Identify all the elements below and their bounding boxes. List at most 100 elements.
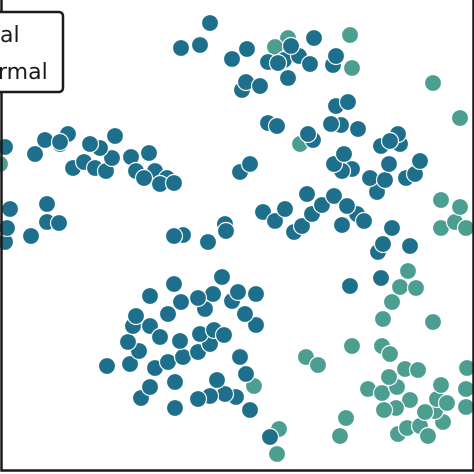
point-al [324, 186, 344, 206]
point-al [228, 282, 248, 302]
point-rmal [373, 309, 393, 329]
point-al [0, 218, 17, 238]
point-al [165, 398, 185, 418]
point-al [268, 53, 288, 73]
point-al [80, 134, 100, 154]
point-al [164, 274, 184, 294]
point-al [321, 114, 341, 134]
point-al [246, 315, 266, 335]
point-rmal [398, 261, 418, 281]
point-al [337, 196, 357, 216]
point-al [105, 126, 125, 146]
point-al [246, 284, 266, 304]
point-al [21, 226, 41, 246]
point-al [260, 427, 280, 447]
point-al [360, 168, 380, 188]
point-al [200, 13, 220, 33]
point-al [170, 331, 190, 351]
point-rmal [456, 379, 474, 399]
point-al [171, 38, 191, 58]
point-al [188, 288, 208, 308]
point-al [375, 170, 395, 190]
point-al [334, 144, 354, 164]
point-rmal [379, 367, 399, 387]
point-al [126, 306, 146, 326]
point-al [164, 173, 184, 193]
point-al [410, 151, 430, 171]
point-al [97, 356, 117, 376]
point-rmal [423, 312, 443, 332]
point-al [158, 304, 178, 324]
point-al [240, 400, 260, 420]
legend-box [0, 10, 65, 94]
point-rmal [456, 397, 474, 417]
point-al [188, 389, 208, 409]
point-al [203, 284, 223, 304]
point-al [373, 234, 393, 254]
point-rmal [380, 344, 400, 364]
point-al [49, 213, 69, 233]
point-al [298, 124, 318, 144]
point-rmal [408, 360, 428, 380]
point-rmal [415, 402, 435, 422]
legend-label-2: rmal [0, 60, 48, 85]
point-rmal [382, 292, 402, 312]
point-al [139, 143, 159, 163]
point-al [207, 370, 227, 390]
point-al [140, 286, 160, 306]
point-al [326, 46, 346, 66]
point-al [214, 325, 234, 345]
point-al [250, 76, 270, 96]
point-al [0, 199, 20, 219]
point-al [25, 144, 45, 164]
point-al [348, 119, 368, 139]
point-rmal [390, 277, 410, 297]
point-rmal [330, 426, 350, 446]
point-al [0, 137, 15, 157]
point-al [338, 92, 358, 112]
point-rmal [450, 108, 470, 128]
point-al [267, 116, 287, 136]
point-al [212, 267, 232, 287]
point-rmal [423, 73, 443, 93]
point-rmal [342, 336, 362, 356]
point-al [222, 49, 242, 69]
point-al [150, 327, 170, 347]
point-al [50, 132, 70, 152]
point-al [120, 354, 140, 374]
point-al [281, 36, 301, 56]
point-rmal [418, 426, 438, 446]
point-rmal [437, 393, 457, 413]
point-rmal [374, 400, 394, 420]
point-rmal [431, 375, 451, 395]
legend-label-1: al [0, 23, 20, 48]
point-al [37, 194, 57, 214]
point-rmal [340, 25, 360, 45]
legend: al rmal [0, 10, 65, 94]
point-al [340, 276, 360, 296]
point-al [118, 332, 138, 352]
point-rmal [400, 390, 420, 410]
point-al [278, 68, 298, 88]
point-rmal [342, 58, 362, 78]
point-al [164, 226, 184, 246]
point-rmal [308, 355, 328, 375]
point-al [190, 35, 210, 55]
point-al [371, 268, 391, 288]
point-al [240, 154, 260, 174]
point-rmal [431, 190, 451, 210]
point-al [379, 154, 399, 174]
point-al [292, 216, 312, 236]
point-al [236, 364, 256, 384]
point-al [332, 215, 352, 235]
point-al [354, 211, 374, 231]
point-al [297, 184, 317, 204]
point-al [198, 232, 218, 252]
point-al [102, 148, 122, 168]
point-al [171, 292, 191, 312]
point-rmal [450, 197, 470, 217]
point-al [235, 304, 255, 324]
point-rmal [456, 218, 474, 238]
point-al [275, 199, 295, 219]
